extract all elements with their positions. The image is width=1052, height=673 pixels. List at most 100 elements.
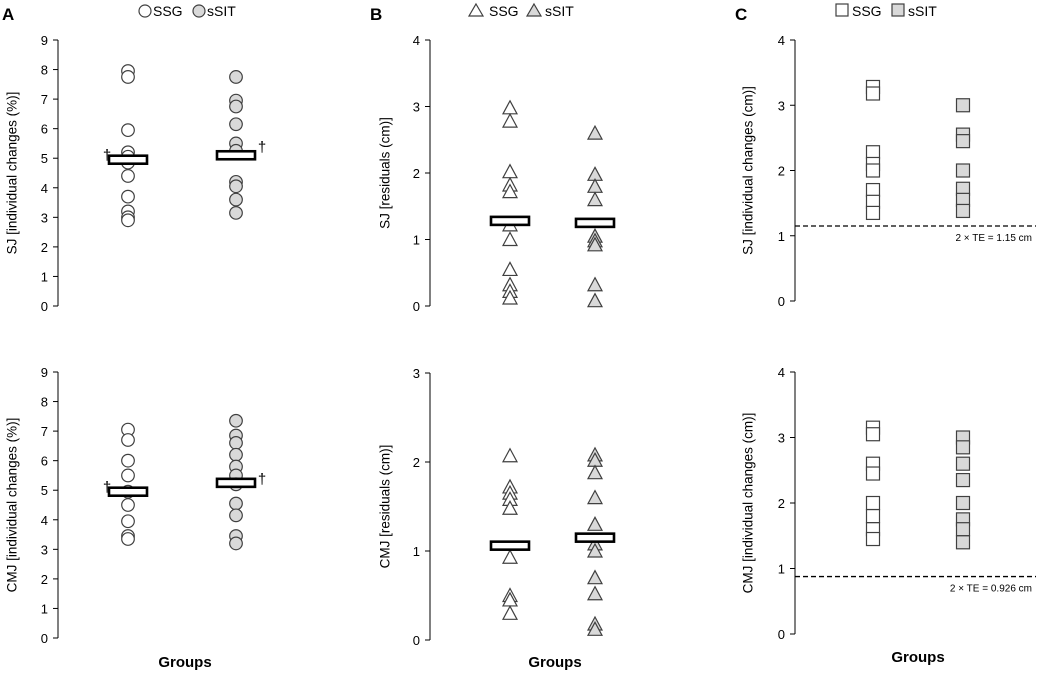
y-tick-label: 2 bbox=[778, 164, 785, 179]
ssg-mean-bar bbox=[107, 154, 149, 165]
ssit-point bbox=[229, 413, 243, 428]
ssit-point bbox=[229, 508, 243, 523]
ssit-point bbox=[955, 163, 971, 178]
legend-c-ssg-label: SSG bbox=[852, 3, 882, 19]
legend-a-ssit-label: sSIT bbox=[207, 3, 236, 19]
y-axis-title: CMJ [residuals (cm)] bbox=[378, 445, 393, 569]
y-axis-title: CMJ [individual changes (cm)] bbox=[741, 413, 756, 594]
x-axis-title-b: Groups bbox=[528, 654, 581, 671]
ssg-point bbox=[865, 182, 881, 198]
y-tick-label: 3 bbox=[778, 431, 785, 446]
ssit-point bbox=[586, 569, 604, 585]
ssg-point bbox=[865, 509, 881, 524]
x-axis-title-c: Groups bbox=[891, 649, 944, 666]
y-tick-label: 1 bbox=[413, 233, 420, 248]
ssit-point bbox=[586, 236, 604, 252]
y-tick-label: 6 bbox=[41, 454, 48, 469]
ssit-mean-bar bbox=[574, 217, 616, 229]
y-tick-label: 0 bbox=[778, 627, 785, 642]
ssit-point bbox=[586, 516, 604, 531]
y-tick-label: 1 bbox=[41, 601, 48, 616]
ssit-point bbox=[586, 124, 604, 140]
ssg-point bbox=[865, 495, 881, 511]
legend-c-ssit-marker bbox=[891, 3, 905, 17]
ssg-point bbox=[121, 532, 135, 546]
y-tick-label: 1 bbox=[778, 562, 785, 577]
y-tick-label: 1 bbox=[413, 544, 420, 559]
ssit-point bbox=[229, 192, 243, 207]
y-axis-title: SJ [residuals (cm)] bbox=[378, 117, 393, 229]
y-tick-label: 3 bbox=[413, 100, 420, 115]
significance-dagger: † bbox=[258, 471, 266, 488]
ssg-point bbox=[121, 514, 135, 529]
ssit-point bbox=[229, 536, 243, 551]
y-axis-title: SJ [individual changes (%)] bbox=[5, 92, 20, 255]
ssit-mean-bar bbox=[215, 477, 257, 489]
legend-b: SSG sSIT bbox=[467, 2, 574, 19]
ssit-point bbox=[955, 134, 971, 149]
chart-a-cmj: 0 1 2 3 4 5 6 7 8 9 CMJ [individual changes (%)] † † bbox=[5, 365, 267, 646]
chart-c-sj: 0 1 2 3 4 SJ [individual changes (cm)] 2 × TE … bbox=[741, 33, 1036, 309]
y-tick-label: 4 bbox=[41, 181, 48, 196]
panel-label-c: C bbox=[735, 5, 747, 24]
legend-a: SSG sSIT bbox=[138, 3, 236, 19]
ssg-point bbox=[121, 433, 135, 447]
y-tick-label: 3 bbox=[413, 366, 420, 381]
y-tick-label: 5 bbox=[41, 483, 48, 498]
chart-b-cmj: 0 1 2 3 CMJ [residuals (cm)] bbox=[378, 366, 616, 648]
y-tick-label: 4 bbox=[41, 513, 48, 528]
chart-b-sj: 0 1 2 3 4 SJ [residuals (cm)] bbox=[378, 33, 616, 314]
ssit-point bbox=[586, 292, 604, 308]
significance-dagger: † bbox=[103, 479, 111, 496]
ssg-point bbox=[121, 213, 135, 228]
legend-a-ssit-marker bbox=[192, 4, 206, 18]
y-tick-label: 5 bbox=[41, 151, 48, 166]
legend-b-ssg-marker bbox=[467, 2, 485, 17]
legend-a-ssg-label: SSG bbox=[153, 3, 183, 19]
y-tick-label: 8 bbox=[41, 395, 48, 410]
legend-b-ssit-marker bbox=[525, 2, 543, 17]
ssg-point bbox=[865, 145, 881, 160]
ssit-point bbox=[955, 203, 971, 219]
y-tick-label: 2 bbox=[41, 572, 48, 587]
ssg-point bbox=[501, 261, 519, 277]
y-tick-label: 2 bbox=[41, 240, 48, 255]
y-tick-label: 2 bbox=[778, 496, 785, 511]
x-axis-title-a: Groups bbox=[158, 654, 211, 671]
ssit-point bbox=[955, 98, 971, 113]
ssg-point bbox=[865, 205, 881, 221]
ssit-point bbox=[586, 464, 604, 480]
ssit-point bbox=[955, 472, 971, 488]
y-tick-label: 2 bbox=[413, 166, 420, 181]
y-axis-title: CMJ [individual changes (%)] bbox=[5, 418, 20, 593]
ssg-point bbox=[501, 605, 519, 620]
y-tick-label: 0 bbox=[41, 631, 48, 646]
ssg-point bbox=[121, 453, 135, 468]
ssit-point bbox=[586, 191, 604, 207]
ssit-mean-bar bbox=[574, 532, 616, 543]
y-tick-label: 2 bbox=[413, 455, 420, 470]
legend-c-ssg-marker bbox=[835, 3, 849, 17]
y-axis-title: SJ [individual changes (cm)] bbox=[741, 86, 756, 255]
ssg-point bbox=[865, 466, 881, 481]
significance-dagger: † bbox=[258, 139, 266, 156]
ssg-point bbox=[501, 99, 519, 115]
ssg-point bbox=[501, 289, 519, 305]
y-tick-label: 3 bbox=[41, 210, 48, 225]
ssg-point bbox=[865, 427, 881, 442]
panel-label-b: B bbox=[370, 5, 382, 24]
ssit-point bbox=[586, 542, 604, 558]
y-tick-label: 9 bbox=[41, 365, 48, 380]
y-tick-label: 1 bbox=[41, 269, 48, 284]
y-tick-label: 8 bbox=[41, 63, 48, 78]
ssit-point bbox=[955, 456, 971, 471]
ssg-point bbox=[501, 500, 519, 515]
y-tick-label: 6 bbox=[41, 122, 48, 137]
legend-b-ssg-label: SSG bbox=[489, 3, 519, 19]
chart-a-sj: 0 1 2 3 4 5 6 7 8 9 SJ [individual changes (%)] † † bbox=[5, 33, 267, 314]
ssg-point bbox=[865, 163, 881, 178]
ssit-point bbox=[229, 205, 243, 220]
ssg-point bbox=[865, 531, 881, 547]
ssg-point bbox=[865, 86, 881, 101]
y-tick-label: 1 bbox=[778, 229, 785, 244]
